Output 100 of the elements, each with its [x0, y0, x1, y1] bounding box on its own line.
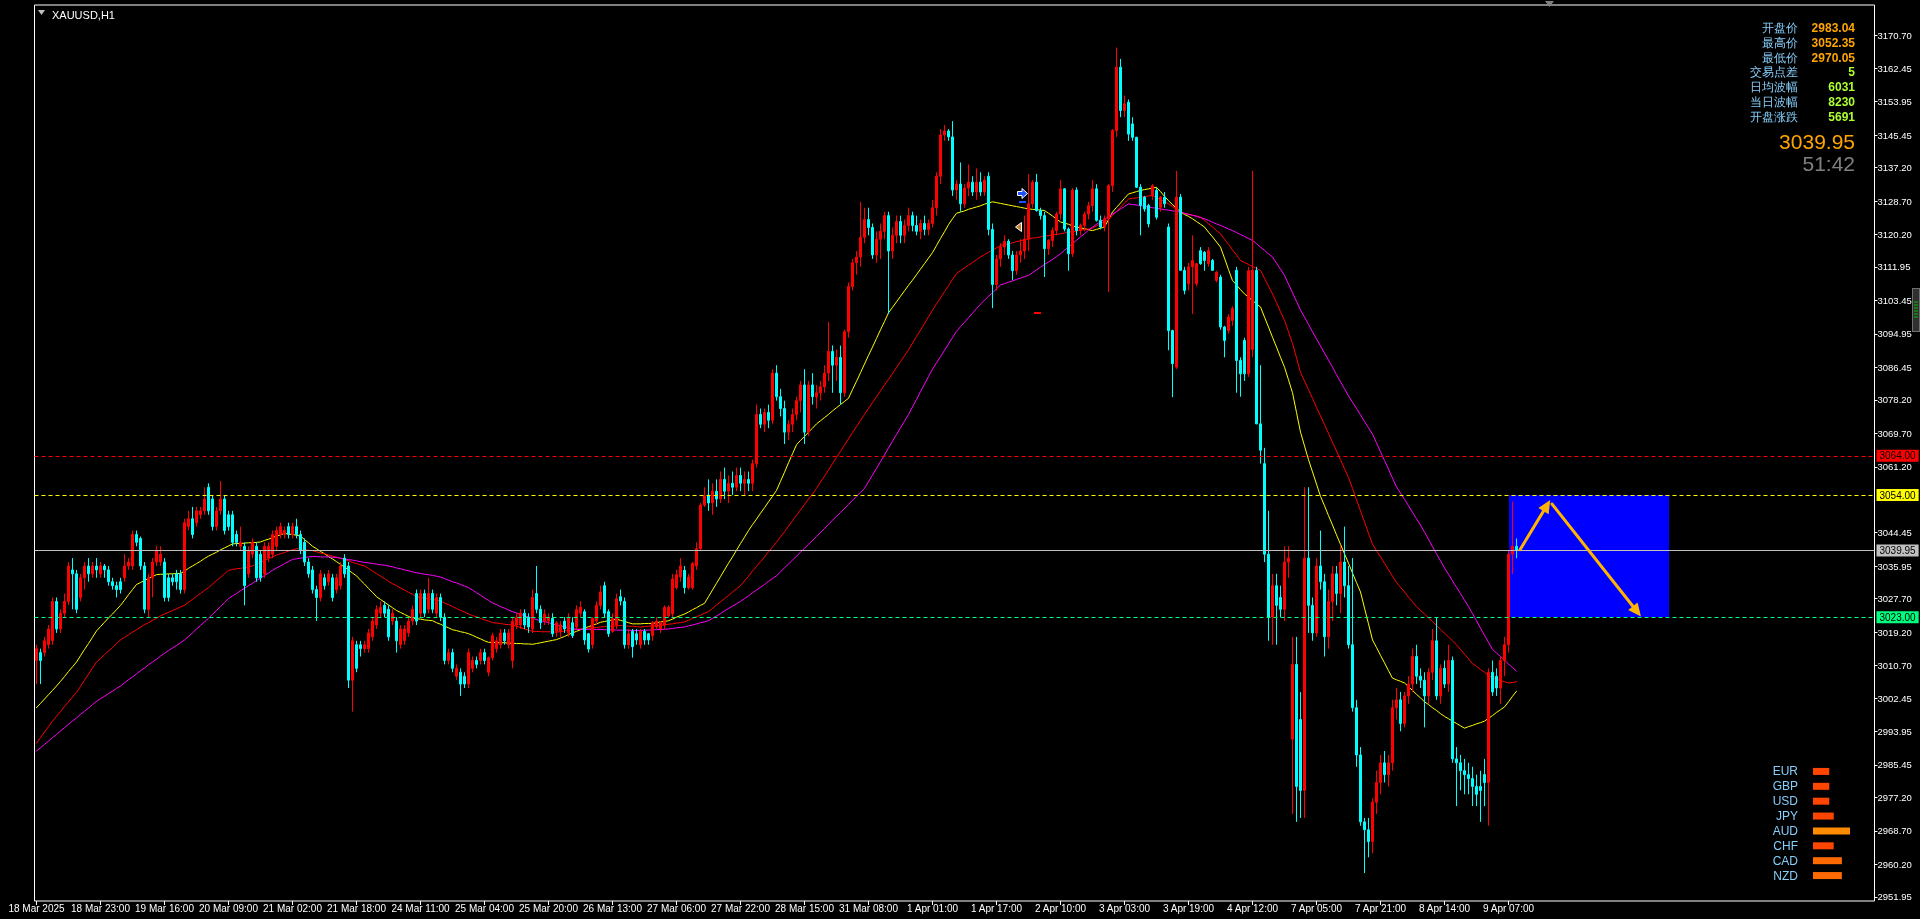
- y-tick-label: 3094.95: [1877, 328, 1912, 340]
- candlestick: [815, 384, 818, 410]
- candlestick: [511, 616, 514, 669]
- candlestick: [499, 628, 502, 650]
- y-tick-label: 2993.95: [1877, 726, 1912, 738]
- candlestick: [447, 648, 450, 665]
- y-tick-label: 3103.45: [1877, 294, 1912, 306]
- candlestick: [975, 167, 978, 201]
- candlestick: [731, 471, 734, 496]
- candlestick: [1075, 186, 1078, 236]
- candlestick: [1163, 191, 1166, 209]
- y-tick-label: 2960.20: [1877, 858, 1912, 870]
- x-tick-label: 21 Mar 02:00: [263, 902, 323, 914]
- text: 3052.35: [1811, 35, 1856, 50]
- y-tick-label: CHF: [1773, 838, 1798, 853]
- y-tick-label: 3019.20: [1877, 626, 1912, 638]
- candlestick: [435, 593, 438, 618]
- candlestick: [767, 404, 770, 429]
- candlestick: [743, 471, 746, 496]
- ref-line-label: 3064.00: [1879, 450, 1917, 462]
- y-tick-label: 3086.45: [1877, 361, 1912, 373]
- candlestick: [575, 604, 578, 630]
- candlestick: [959, 161, 962, 213]
- candlestick: [571, 616, 574, 639]
- candlestick: [839, 345, 842, 406]
- candlestick: [543, 608, 546, 626]
- text: 当日波幅: [1750, 95, 1798, 109]
- candlestick: [1339, 545, 1342, 614]
- candlestick: [1415, 644, 1418, 685]
- text: 最高价: [1762, 35, 1798, 50]
- bar: [1813, 857, 1842, 865]
- y-tick-label: CAD: [1772, 853, 1799, 868]
- candlestick: [427, 577, 430, 614]
- bar: [1813, 797, 1830, 805]
- candlestick: [399, 624, 402, 650]
- candlestick: [1235, 266, 1238, 394]
- x-tick-label: 4 Apr 12:00: [1226, 902, 1279, 914]
- y-tick-label: 3044.45: [1877, 527, 1912, 539]
- text: 8230: [1828, 95, 1856, 109]
- y-tick-label: JPY: [1775, 809, 1798, 824]
- candlestick: [683, 565, 686, 595]
- candlestick: [55, 596, 58, 634]
- candlestick: [327, 569, 330, 587]
- candlestick: [1463, 758, 1466, 795]
- candlestick: [1291, 636, 1294, 815]
- y-tick-label: EUR: [1772, 764, 1799, 779]
- text: 最低价: [1762, 50, 1798, 65]
- candlestick: [715, 478, 718, 508]
- candlestick: [71, 557, 74, 610]
- candlestick: [163, 557, 166, 602]
- candlestick: [243, 541, 246, 606]
- y-tick-label: 2968.70: [1877, 825, 1912, 837]
- candlestick: [1215, 270, 1218, 284]
- candlestick: [263, 541, 266, 579]
- candlestick: [643, 628, 646, 646]
- candlestick: [239, 526, 242, 551]
- y-tick-label: AUD: [1772, 823, 1799, 838]
- candlestick: [1123, 95, 1126, 118]
- candlestick: [1211, 258, 1214, 272]
- x-tick-label: 28 Mar 15:00: [775, 902, 835, 914]
- y-tick-label: 3002.45: [1877, 692, 1912, 704]
- y-tick-label: 3137.20: [1877, 162, 1912, 174]
- candlestick: [1383, 750, 1386, 783]
- candlestick: [119, 577, 122, 595]
- candlestick: [763, 408, 766, 433]
- candlestick: [39, 648, 42, 685]
- ref-line-label: 3023.00: [1879, 611, 1917, 623]
- candlestick: [115, 581, 118, 598]
- y-tick-label: 3111.95: [1877, 261, 1911, 273]
- candlestick: [1435, 616, 1438, 701]
- candlestick: [951, 120, 954, 197]
- y-tick-label: 3010.70: [1877, 660, 1912, 672]
- x-tick-label: 19 Mar 16:00: [135, 902, 195, 914]
- candlestick: [631, 628, 634, 659]
- candlestick: [391, 608, 394, 626]
- candlestick: [1483, 758, 1486, 807]
- x-tick-label: 27 Mar 06:00: [647, 902, 707, 914]
- text: 开盘涨跌: [1750, 109, 1798, 124]
- candlestick: [1335, 565, 1338, 606]
- candlestick: [1303, 486, 1306, 819]
- candlestick: [419, 589, 422, 618]
- candlestick: [671, 573, 674, 618]
- candlestick: [355, 640, 358, 673]
- candlestick: [455, 663, 458, 681]
- text: 2983.04: [1811, 21, 1856, 35]
- x-tick-label: 31 Mar 08:00: [839, 902, 899, 914]
- candlestick: [223, 494, 226, 535]
- x-tick-label: 26 Mar 13:00: [583, 902, 643, 914]
- candlestick: [831, 345, 834, 394]
- candlestick: [1423, 671, 1426, 728]
- x-tick-label: 1 Apr 01:00: [906, 902, 959, 914]
- y-tick-label: 3153.95: [1877, 96, 1912, 108]
- candlestick: [319, 569, 322, 602]
- candlestick: [651, 620, 654, 642]
- x-tick-label: 7 Apr 05:00: [1290, 902, 1343, 914]
- candlestick: [1315, 557, 1318, 638]
- candlestick: [479, 648, 482, 665]
- candlestick: [231, 510, 234, 547]
- candlestick: [195, 506, 198, 528]
- text: 交易点差: [1750, 65, 1798, 80]
